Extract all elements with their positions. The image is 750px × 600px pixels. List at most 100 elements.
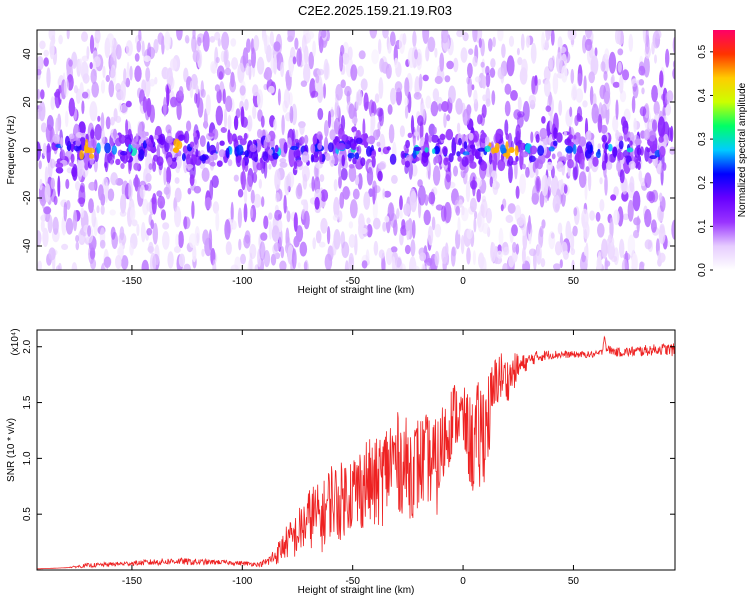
spectral-blob bbox=[297, 262, 301, 269]
spectral-blob bbox=[167, 76, 175, 90]
spectral-blob bbox=[422, 74, 429, 82]
ridge-blob bbox=[113, 128, 117, 139]
spectral-blob bbox=[318, 36, 324, 54]
spectral-blob bbox=[240, 106, 245, 127]
spectral-blob bbox=[230, 201, 234, 224]
ridge-blob bbox=[360, 157, 366, 167]
spectral-blob bbox=[280, 246, 285, 259]
spectral-blob bbox=[599, 177, 603, 185]
spectral-blob bbox=[338, 175, 342, 189]
spectral-blob bbox=[169, 145, 174, 153]
spectral-blob bbox=[47, 214, 53, 234]
spectral-blob bbox=[274, 252, 281, 260]
spectral-blob bbox=[513, 109, 522, 120]
x-tick-label: -50 bbox=[345, 576, 360, 587]
spectral-blob bbox=[244, 98, 249, 111]
spectral-blob bbox=[352, 188, 360, 200]
colorbar-tick-label: 0.2 bbox=[697, 175, 708, 189]
spectral-blob bbox=[318, 241, 326, 248]
spectral-blob bbox=[427, 36, 436, 52]
spectral-blob bbox=[304, 45, 309, 65]
spectral-blob bbox=[252, 104, 257, 120]
spectral-blob bbox=[520, 33, 525, 51]
ridge-blob bbox=[484, 136, 490, 146]
spectral-blob bbox=[311, 90, 319, 98]
spectral-blob bbox=[444, 75, 451, 83]
spectral-blob bbox=[619, 169, 625, 184]
spectral-blob bbox=[187, 187, 192, 195]
spectral-blob bbox=[237, 62, 245, 84]
spectral-blob bbox=[88, 181, 97, 191]
spectral-blob bbox=[366, 217, 371, 225]
ridge-blob bbox=[336, 141, 341, 150]
ridge-blob bbox=[120, 163, 125, 169]
spectral-blob bbox=[338, 210, 343, 223]
ridge-blob bbox=[520, 151, 529, 158]
ridge-blob bbox=[462, 151, 470, 156]
ridge-blob bbox=[96, 142, 101, 154]
spectral-blob bbox=[554, 241, 562, 256]
ridge-blob bbox=[615, 129, 620, 141]
spectral-blob bbox=[99, 239, 106, 249]
spectral-blob bbox=[428, 123, 436, 137]
spectral-blob bbox=[110, 116, 115, 126]
spectral-blob bbox=[183, 216, 188, 230]
spectral-blob bbox=[163, 96, 167, 117]
spectral-blob bbox=[113, 108, 118, 122]
spectral-blob bbox=[539, 190, 545, 208]
spectral-blob bbox=[440, 205, 447, 222]
spectral-blob bbox=[404, 97, 409, 106]
ridge-blob bbox=[75, 132, 83, 138]
spectral-blob bbox=[430, 101, 439, 117]
spectral-blob bbox=[65, 178, 70, 190]
spectral-blob bbox=[541, 116, 546, 124]
spectral-blob bbox=[638, 65, 646, 76]
spectral-blob bbox=[264, 67, 273, 81]
spectral-blob bbox=[469, 197, 477, 213]
spectral-blob bbox=[79, 234, 85, 243]
spectral-blob bbox=[545, 30, 551, 41]
snr-series-line bbox=[37, 335, 675, 570]
spectral-blob bbox=[519, 173, 526, 195]
spectral-blob bbox=[156, 190, 163, 197]
spectral-blob bbox=[485, 65, 490, 76]
ridge-blob bbox=[433, 156, 437, 166]
spectral-blob bbox=[178, 253, 186, 267]
spectral-blob bbox=[223, 108, 228, 129]
spectral-blob bbox=[225, 95, 233, 113]
spectral-blob bbox=[383, 190, 392, 198]
spectral-blob bbox=[91, 81, 99, 98]
y-tick-label: 0.5 bbox=[22, 507, 33, 521]
spectral-blob bbox=[218, 71, 224, 80]
spectral-blob bbox=[82, 91, 89, 99]
spectral-blob bbox=[163, 31, 171, 51]
x-axis-title: Height of straight line (km) bbox=[298, 585, 415, 596]
snr-panel: -150 -100 -50 0 50 0.5 1.0 1.5 2.0(x10⁴) Height o… bbox=[6, 328, 676, 596]
spectral-blob bbox=[202, 30, 210, 52]
spectral-blob bbox=[299, 241, 308, 257]
spectral-blob bbox=[467, 76, 473, 98]
spectral-blob bbox=[465, 180, 471, 203]
spectral-blob bbox=[633, 217, 641, 226]
ridge-blob bbox=[110, 159, 114, 165]
ridge-blob bbox=[278, 138, 285, 145]
spectral-blob bbox=[431, 216, 436, 231]
spectral-blob bbox=[458, 199, 463, 208]
ridge-blob bbox=[537, 153, 546, 165]
spectral-blob bbox=[348, 221, 354, 229]
spectral-blob bbox=[146, 228, 153, 236]
ridge-blob bbox=[458, 137, 462, 146]
spectral-blob bbox=[609, 217, 614, 239]
spectral-blob bbox=[653, 101, 660, 116]
spectral-blob bbox=[315, 74, 320, 84]
y-tick-label: 2.0 bbox=[22, 339, 33, 353]
spectral-blob bbox=[456, 122, 461, 133]
spectral-blob bbox=[437, 103, 443, 112]
ridge-blob bbox=[588, 158, 593, 169]
spectral-blob bbox=[258, 178, 262, 189]
spectral-blob bbox=[249, 243, 257, 260]
ridge-blob bbox=[212, 152, 218, 161]
spectral-blob bbox=[270, 253, 277, 266]
spectral-blob bbox=[145, 173, 152, 183]
spectral-blob bbox=[480, 61, 485, 68]
